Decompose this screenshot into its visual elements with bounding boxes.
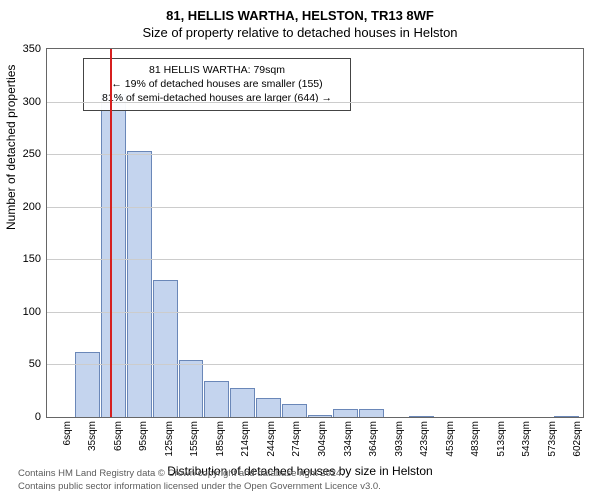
bar: [333, 409, 358, 417]
y-tick-label: 250: [23, 148, 41, 160]
bar: [75, 352, 100, 417]
annotation-line3: 81% of semi-detached houses are larger (…: [92, 91, 342, 105]
bar: [127, 151, 152, 417]
bar: [153, 280, 178, 417]
footnote: Contains HM Land Registry data © Crown c…: [18, 468, 381, 494]
x-tick-label: 214sqm: [240, 421, 251, 457]
x-tick-label: 602sqm: [572, 421, 583, 457]
chart-title-sub: Size of property relative to detached ho…: [0, 25, 600, 40]
bar: [204, 381, 229, 417]
x-tick-label: 244sqm: [266, 421, 277, 457]
y-tick-label: 100: [23, 306, 41, 318]
x-tick-label: 274sqm: [291, 421, 302, 457]
annotation-line2: ← 19% of detached houses are smaller (15…: [92, 77, 342, 91]
x-tick-label: 95sqm: [138, 421, 149, 451]
y-tick-label: 350: [23, 43, 41, 55]
footnote-line1: Contains HM Land Registry data © Crown c…: [18, 468, 381, 481]
x-tick-label: 185sqm: [215, 421, 226, 457]
gridline: [47, 102, 583, 103]
gridline: [47, 154, 583, 155]
footnote-line2: Contains public sector information licen…: [18, 481, 381, 494]
y-tick-label: 200: [23, 201, 41, 213]
bar: [179, 360, 204, 417]
y-tick-label: 50: [29, 358, 41, 370]
x-tick-label: 543sqm: [521, 421, 532, 457]
y-axis-label: Number of detached properties: [4, 65, 18, 230]
x-tick-label: 364sqm: [368, 421, 379, 457]
gridline: [47, 312, 583, 313]
bar: [230, 388, 255, 417]
x-tick-label: 35sqm: [87, 421, 98, 451]
chart-title-main: 81, HELLIS WARTHA, HELSTON, TR13 8WF: [0, 8, 600, 23]
annotation-box: 81 HELLIS WARTHA: 79sqm ← 19% of detache…: [83, 58, 351, 111]
bar: [282, 404, 307, 417]
x-tick-label: 65sqm: [113, 421, 124, 451]
bar: [308, 415, 333, 417]
x-tick-label: 423sqm: [419, 421, 430, 457]
x-tick-label: 573sqm: [547, 421, 558, 457]
x-tick-label: 125sqm: [164, 421, 175, 457]
x-tick-label: 513sqm: [496, 421, 507, 457]
y-tick-label: 0: [35, 411, 41, 423]
x-tick-label: 453sqm: [445, 421, 456, 457]
gridline: [47, 259, 583, 260]
gridline: [47, 364, 583, 365]
x-tick-label: 393sqm: [394, 421, 405, 457]
x-tick-label: 334sqm: [343, 421, 354, 457]
annotation-line1: 81 HELLIS WARTHA: 79sqm: [92, 63, 342, 77]
bar: [256, 398, 281, 417]
gridline: [47, 207, 583, 208]
bar: [359, 409, 384, 417]
x-tick-label: 6sqm: [62, 421, 73, 445]
y-tick-label: 300: [23, 96, 41, 108]
x-tick-label: 483sqm: [470, 421, 481, 457]
bar: [101, 94, 126, 417]
bar: [409, 416, 434, 417]
x-tick-label: 155sqm: [189, 421, 200, 457]
plot-area: 81 HELLIS WARTHA: 79sqm ← 19% of detache…: [46, 48, 584, 418]
chart-area: 81 HELLIS WARTHA: 79sqm ← 19% of detache…: [46, 48, 584, 418]
marker-line: [110, 49, 112, 417]
bar: [554, 416, 579, 417]
y-tick-label: 150: [23, 253, 41, 265]
x-tick-label: 304sqm: [317, 421, 328, 457]
